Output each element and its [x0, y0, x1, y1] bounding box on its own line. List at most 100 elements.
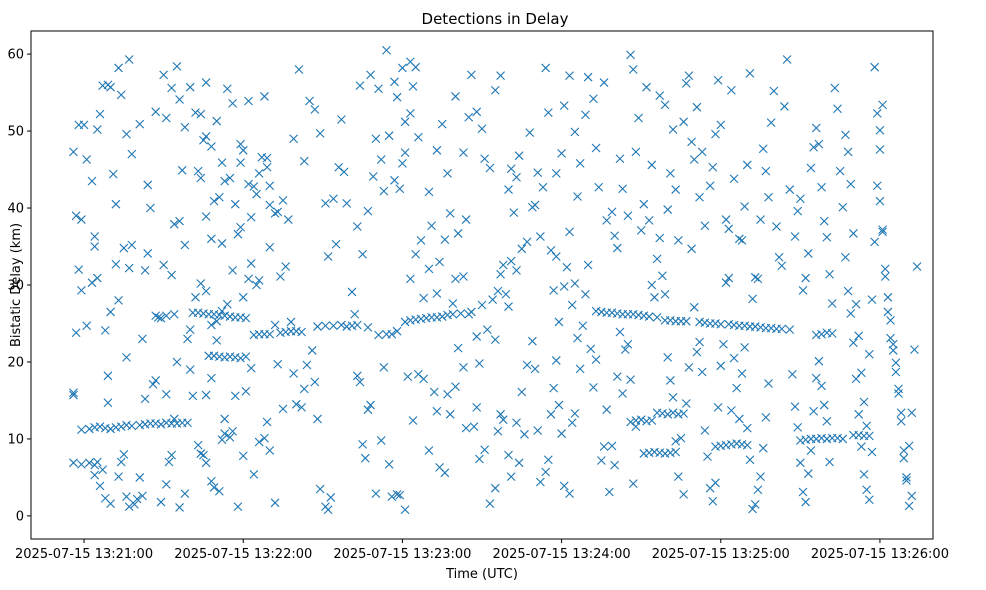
- data-point: [108, 169, 118, 179]
- data-point: [713, 75, 723, 85]
- data-point: [825, 269, 834, 279]
- data-point: [485, 163, 495, 173]
- data-point: [459, 148, 468, 158]
- data-point: [283, 215, 293, 224]
- data-point: [506, 164, 516, 174]
- data-point: [84, 458, 94, 468]
- data-point: [246, 363, 256, 373]
- data-point: [106, 499, 115, 508]
- data-point: [676, 433, 686, 443]
- data-point: [551, 169, 561, 178]
- data-point: [329, 194, 338, 204]
- data-point: [878, 225, 887, 234]
- data-point: [281, 262, 291, 271]
- data-point: [512, 172, 521, 182]
- data-point: [329, 321, 338, 331]
- data-point: [506, 472, 516, 482]
- data-point: [371, 489, 381, 498]
- data-point: [167, 83, 176, 93]
- data-point: [769, 86, 779, 96]
- data-point: [642, 82, 651, 92]
- data-point: [819, 400, 829, 410]
- data-point: [69, 458, 78, 468]
- data-point: [398, 158, 407, 168]
- data-point: [246, 212, 256, 222]
- data-point: [159, 70, 169, 80]
- x-axis-label: Time (UTC): [445, 567, 518, 582]
- data-point: [838, 434, 848, 444]
- data-point: [809, 406, 819, 416]
- data-point: [191, 292, 200, 302]
- data-point: [716, 319, 726, 329]
- data-point: [610, 231, 620, 241]
- data-point: [289, 369, 299, 378]
- data-point: [355, 377, 365, 387]
- data-point: [750, 499, 760, 509]
- data-point: [360, 453, 370, 463]
- data-point: [695, 337, 704, 347]
- data-point: [368, 172, 378, 181]
- data-point: [880, 264, 890, 274]
- data-point: [721, 215, 731, 224]
- data-point: [273, 207, 283, 217]
- data-point: [363, 405, 373, 415]
- data-point: [782, 55, 792, 64]
- data-point: [172, 62, 182, 71]
- data-point: [586, 344, 596, 354]
- data-point: [169, 414, 179, 424]
- data-point: [265, 329, 275, 339]
- data-point: [854, 409, 864, 419]
- data-point: [217, 306, 227, 316]
- y-tick-label: 0: [16, 509, 24, 524]
- data-point: [636, 415, 646, 425]
- data-point: [270, 320, 280, 330]
- data-point: [559, 101, 569, 111]
- data-point: [214, 192, 224, 202]
- data-point: [339, 167, 349, 177]
- data-point: [400, 117, 410, 127]
- y-axis: 0 10 20 30 40 50 60: [7, 48, 31, 524]
- data-point: [69, 147, 78, 157]
- y-tick-label: 40: [7, 202, 24, 217]
- data-point: [363, 206, 373, 216]
- data-point: [435, 257, 444, 267]
- data-point: [764, 379, 773, 388]
- data-point: [496, 269, 505, 279]
- data-point: [559, 282, 569, 291]
- data-point: [591, 355, 601, 365]
- x-tick-label: 2025-07-15 13:23:00: [333, 547, 471, 562]
- data-point: [496, 409, 505, 419]
- data-point: [719, 339, 728, 349]
- y-tick-label: 60: [7, 48, 24, 63]
- data-point: [859, 469, 869, 479]
- data-point: [615, 327, 625, 337]
- data-point: [459, 362, 468, 372]
- data-point: [366, 400, 375, 410]
- data-point: [443, 389, 452, 399]
- data-point: [673, 472, 683, 482]
- data-point: [451, 92, 460, 101]
- data-point: [679, 117, 689, 127]
- data-point: [77, 425, 86, 435]
- data-point: [469, 422, 479, 432]
- data-point: [504, 185, 513, 194]
- data-point: [822, 416, 832, 426]
- data-point: [201, 458, 211, 468]
- data-point: [416, 235, 426, 245]
- data-point: [729, 353, 739, 363]
- data-point: [291, 399, 301, 409]
- data-point: [135, 473, 145, 482]
- data-point: [610, 460, 620, 470]
- data-point: [326, 493, 336, 502]
- data-point: [726, 85, 736, 95]
- data-point: [164, 457, 174, 467]
- data-point: [533, 426, 543, 435]
- data-point: [631, 147, 641, 157]
- data-point: [732, 383, 742, 393]
- data-point: [671, 447, 681, 457]
- data-point: [307, 346, 317, 355]
- data-point: [249, 469, 259, 479]
- data-point: [748, 294, 757, 304]
- data-point: [453, 229, 463, 238]
- data-point: [570, 409, 580, 418]
